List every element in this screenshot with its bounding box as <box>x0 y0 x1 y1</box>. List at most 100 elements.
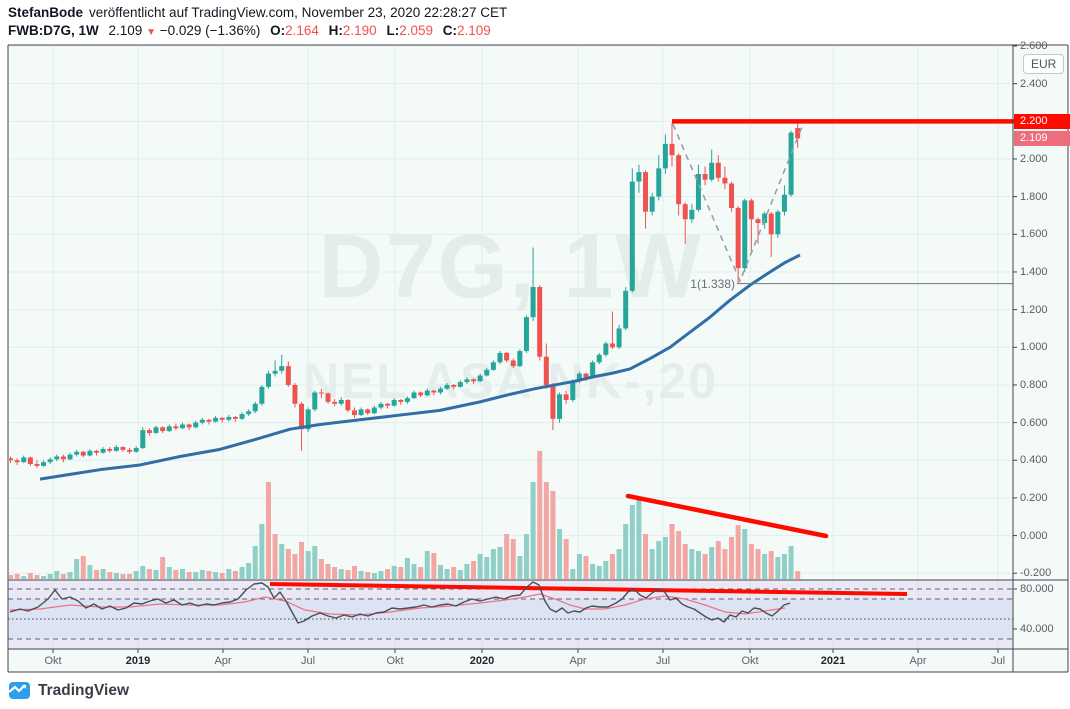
volume-bar <box>385 569 391 579</box>
candle <box>431 390 437 393</box>
time-axis-label: Okt <box>44 655 62 667</box>
close-value: 2.109 <box>457 23 491 38</box>
volume-bar <box>437 565 443 579</box>
volume-bar <box>570 569 576 579</box>
candle <box>510 360 516 367</box>
footer-brand[interactable]: TradingView <box>8 679 129 702</box>
candle <box>9 458 13 461</box>
candle <box>550 384 556 419</box>
candle <box>477 375 483 382</box>
volume-bar <box>74 559 80 579</box>
volume-bar <box>21 576 27 579</box>
time-axis-label: Okt <box>386 655 404 667</box>
volume-bar <box>722 549 728 579</box>
volume-bar <box>332 567 338 579</box>
candle <box>517 351 523 367</box>
volume-bar <box>471 561 477 579</box>
candle <box>21 457 27 463</box>
volume-bar <box>431 553 437 579</box>
time-axis-label: Okt <box>741 655 759 667</box>
tradingview-brand-text: TradingView <box>38 681 130 699</box>
last-price-label: 2.109 <box>1014 131 1070 146</box>
currency-badge[interactable]: EUR <box>1023 54 1065 74</box>
candle <box>523 317 529 352</box>
volume-bar <box>795 571 801 579</box>
candle <box>676 155 682 205</box>
rsi-trendline[interactable] <box>269 582 908 596</box>
price-axis-label: 1.400 <box>1020 265 1048 278</box>
price-axis-label: 0.400 <box>1020 454 1048 467</box>
volume-bar <box>338 569 344 579</box>
rsi-ma-line <box>9 593 786 616</box>
volume-bar <box>318 559 324 579</box>
candle <box>755 219 761 224</box>
volume-bar <box>371 573 377 579</box>
volume-bar <box>643 534 649 579</box>
symbol-info-bar: FWB:D7G, 1W 2.109 ▼ −0.029 (−1.36%) O:2.… <box>8 23 491 38</box>
candle <box>689 209 695 220</box>
candle <box>246 411 252 415</box>
volume-bar <box>689 549 695 579</box>
volume-bar <box>87 565 93 579</box>
volume-bar <box>510 539 516 579</box>
candle <box>775 211 781 235</box>
volume-bar <box>543 482 549 579</box>
candle <box>682 204 688 220</box>
candle <box>543 356 549 385</box>
volume-bar <box>100 569 106 579</box>
candle <box>351 410 357 416</box>
time-axis-label: 2020 <box>469 655 495 667</box>
candle <box>557 394 563 419</box>
volume-bar <box>41 576 47 579</box>
candle <box>146 430 152 433</box>
volume-bar <box>246 563 252 579</box>
candle <box>166 426 172 432</box>
candle <box>418 392 424 396</box>
price-pane[interactable] <box>8 45 1013 580</box>
symbol-title: FWB:D7G, 1W <box>8 23 99 38</box>
candle <box>411 392 417 399</box>
candle <box>391 400 397 406</box>
candle <box>656 168 662 197</box>
volume-bar <box>305 551 311 579</box>
candle <box>702 174 708 180</box>
volume-bar <box>285 549 291 579</box>
candle <box>239 414 245 419</box>
volume-bar <box>292 554 298 579</box>
volume-bar <box>656 541 662 579</box>
candle <box>87 450 93 456</box>
volume-bar <box>490 549 496 579</box>
volume-bar <box>160 557 166 579</box>
low-value: 2.059 <box>399 23 434 38</box>
candle <box>305 409 311 430</box>
candle <box>27 457 33 465</box>
price-axis-label: 0.000 <box>1020 529 1048 542</box>
volume-bar <box>206 571 212 579</box>
volume-bar <box>193 572 199 579</box>
candle <box>325 393 331 402</box>
price-axis-label: 2.400 <box>1020 77 1048 90</box>
volume-bar <box>418 567 424 579</box>
volume-bar <box>93 570 99 579</box>
price-axis-label: 2.600 <box>1020 40 1048 52</box>
candle <box>662 143 668 169</box>
volume-bar <box>27 573 33 579</box>
candle <box>54 456 60 460</box>
volume-bar <box>702 554 708 579</box>
candle <box>67 454 73 460</box>
volume-bar <box>113 573 119 579</box>
candle <box>113 447 119 451</box>
candle <box>603 343 609 355</box>
volume-trendline[interactable] <box>625 493 829 539</box>
wave-zigzag-line[interactable] <box>672 123 803 284</box>
price-axis-label: 2.000 <box>1020 152 1048 165</box>
candle <box>722 177 728 184</box>
candle <box>259 386 265 404</box>
volume-bar <box>517 556 523 579</box>
candle <box>358 409 364 416</box>
time-axis[interactable] <box>8 649 1068 672</box>
time-axis-label: 2019 <box>125 655 151 667</box>
volume-bar <box>537 451 543 579</box>
volume-bar <box>497 547 503 579</box>
